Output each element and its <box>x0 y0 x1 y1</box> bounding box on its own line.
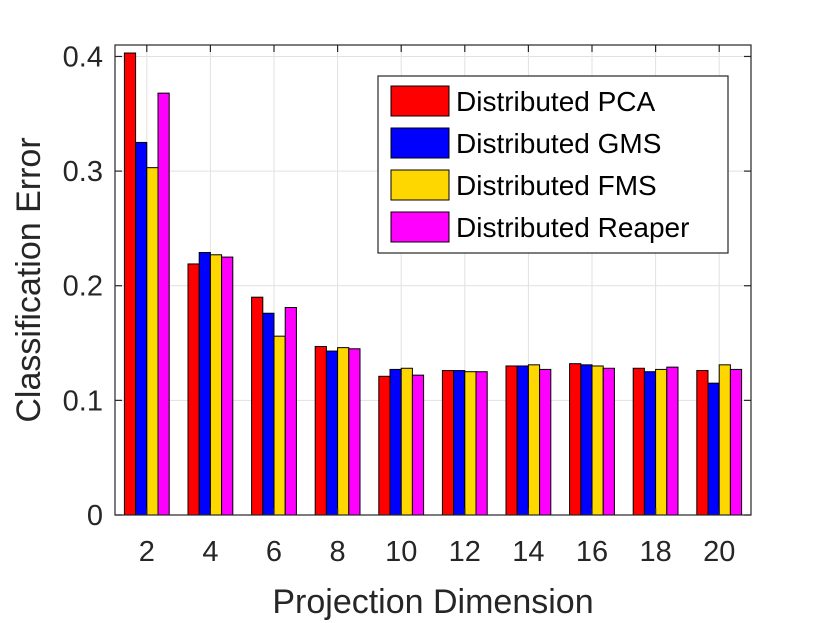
bar-distributed-pca-10 <box>378 375 391 516</box>
x-tick-label: 2 <box>139 536 155 568</box>
bar-distributed-reaper-12 <box>475 371 488 516</box>
bars <box>123 52 743 516</box>
bar-distributed-pca-2 <box>123 52 137 516</box>
bar-distributed-reaper-16 <box>602 367 615 516</box>
y-tick-label: 0.4 <box>63 41 103 73</box>
bar-distributed-gms-8 <box>325 350 339 516</box>
bar-distributed-gms-16 <box>580 364 593 516</box>
bar-distributed-gms-18 <box>643 371 657 516</box>
x-tick-label: 6 <box>266 536 282 568</box>
bar-distributed-fms-4 <box>209 254 223 516</box>
bar-distributed-reaper-2 <box>157 92 170 516</box>
legend-label-distributed-gms: Distributed GMS <box>456 128 661 159</box>
legend-label-distributed-pca: Distributed PCA <box>456 86 656 117</box>
bar-distributed-reaper-10 <box>411 374 425 516</box>
bar-distributed-gms-6 <box>262 312 275 516</box>
x-tick-label: 16 <box>576 536 608 568</box>
bar-distributed-reaper-4 <box>221 256 234 516</box>
bar-distributed-pca-18 <box>632 367 645 516</box>
bar-distributed-pca-16 <box>569 363 582 516</box>
bar-distributed-fms-2 <box>146 167 159 516</box>
bar-distributed-gms-10 <box>389 368 402 516</box>
bar-distributed-fms-10 <box>400 367 413 516</box>
bar-distributed-reaper-18 <box>666 366 679 516</box>
legend-label-distributed-reaper: Distributed Reaper <box>456 212 689 243</box>
bar-distributed-fms-14 <box>527 364 541 516</box>
legend-swatch-distributed-fms <box>390 169 450 201</box>
bar-distributed-gms-4 <box>198 251 211 516</box>
bar-distributed-reaper-20 <box>729 368 743 516</box>
y-tick-label: 0 <box>87 500 103 532</box>
x-axis-title: Projection Dimension <box>272 583 593 621</box>
x-tick-label: 8 <box>330 536 346 568</box>
bar-distributed-gms-20 <box>707 382 720 516</box>
legend-swatch-distributed-pca <box>390 85 450 117</box>
bar-distributed-fms-20 <box>718 364 731 516</box>
bar-distributed-fms-8 <box>337 347 350 516</box>
x-tick-label: 12 <box>449 536 481 568</box>
bar-distributed-pca-20 <box>696 370 709 516</box>
bar-distributed-fms-12 <box>464 371 477 516</box>
bar-distributed-fms-18 <box>655 368 668 516</box>
x-tick-label: 10 <box>385 536 417 568</box>
bar-distributed-pca-4 <box>187 263 200 516</box>
x-tick-label: 18 <box>639 536 671 568</box>
bar-distributed-pca-8 <box>314 345 327 516</box>
bar-distributed-gms-14 <box>516 365 529 516</box>
bar-distributed-pca-6 <box>251 296 264 516</box>
axis-ticks: 0 0.1 0.2 0.3 0.4 2 4 6 8 10 12 14 16 18 20 <box>63 41 751 568</box>
x-tick-label: 20 <box>703 536 735 568</box>
bar-distributed-gms-2 <box>135 141 148 516</box>
legend-swatch-distributed-gms <box>390 127 450 159</box>
bar-distributed-pca-12 <box>441 370 455 516</box>
y-tick-label: 0.2 <box>63 271 103 303</box>
bar-distributed-pca-14 <box>505 365 518 516</box>
legend-swatch-distributed-reaper <box>390 211 450 243</box>
legend: Distributed PCA Distributed GMS Distribute… <box>377 75 729 254</box>
plot-frame <box>114 44 752 516</box>
bar-distributed-reaper-14 <box>539 368 552 516</box>
bar-distributed-gms-12 <box>453 370 466 516</box>
bar-distributed-fms-6 <box>273 335 286 516</box>
y-tick-label: 0.1 <box>63 385 103 417</box>
legend-label-distributed-fms: Distributed FMS <box>456 170 657 201</box>
x-tick-label: 14 <box>512 536 544 568</box>
bar-distributed-fms-16 <box>591 365 604 516</box>
y-axis-title: Classification Error <box>10 137 48 422</box>
bar-distributed-reaper-6 <box>284 307 297 516</box>
y-tick-label: 0.3 <box>63 156 103 188</box>
x-tick-label: 4 <box>202 536 218 568</box>
bar-distributed-reaper-8 <box>348 348 361 516</box>
